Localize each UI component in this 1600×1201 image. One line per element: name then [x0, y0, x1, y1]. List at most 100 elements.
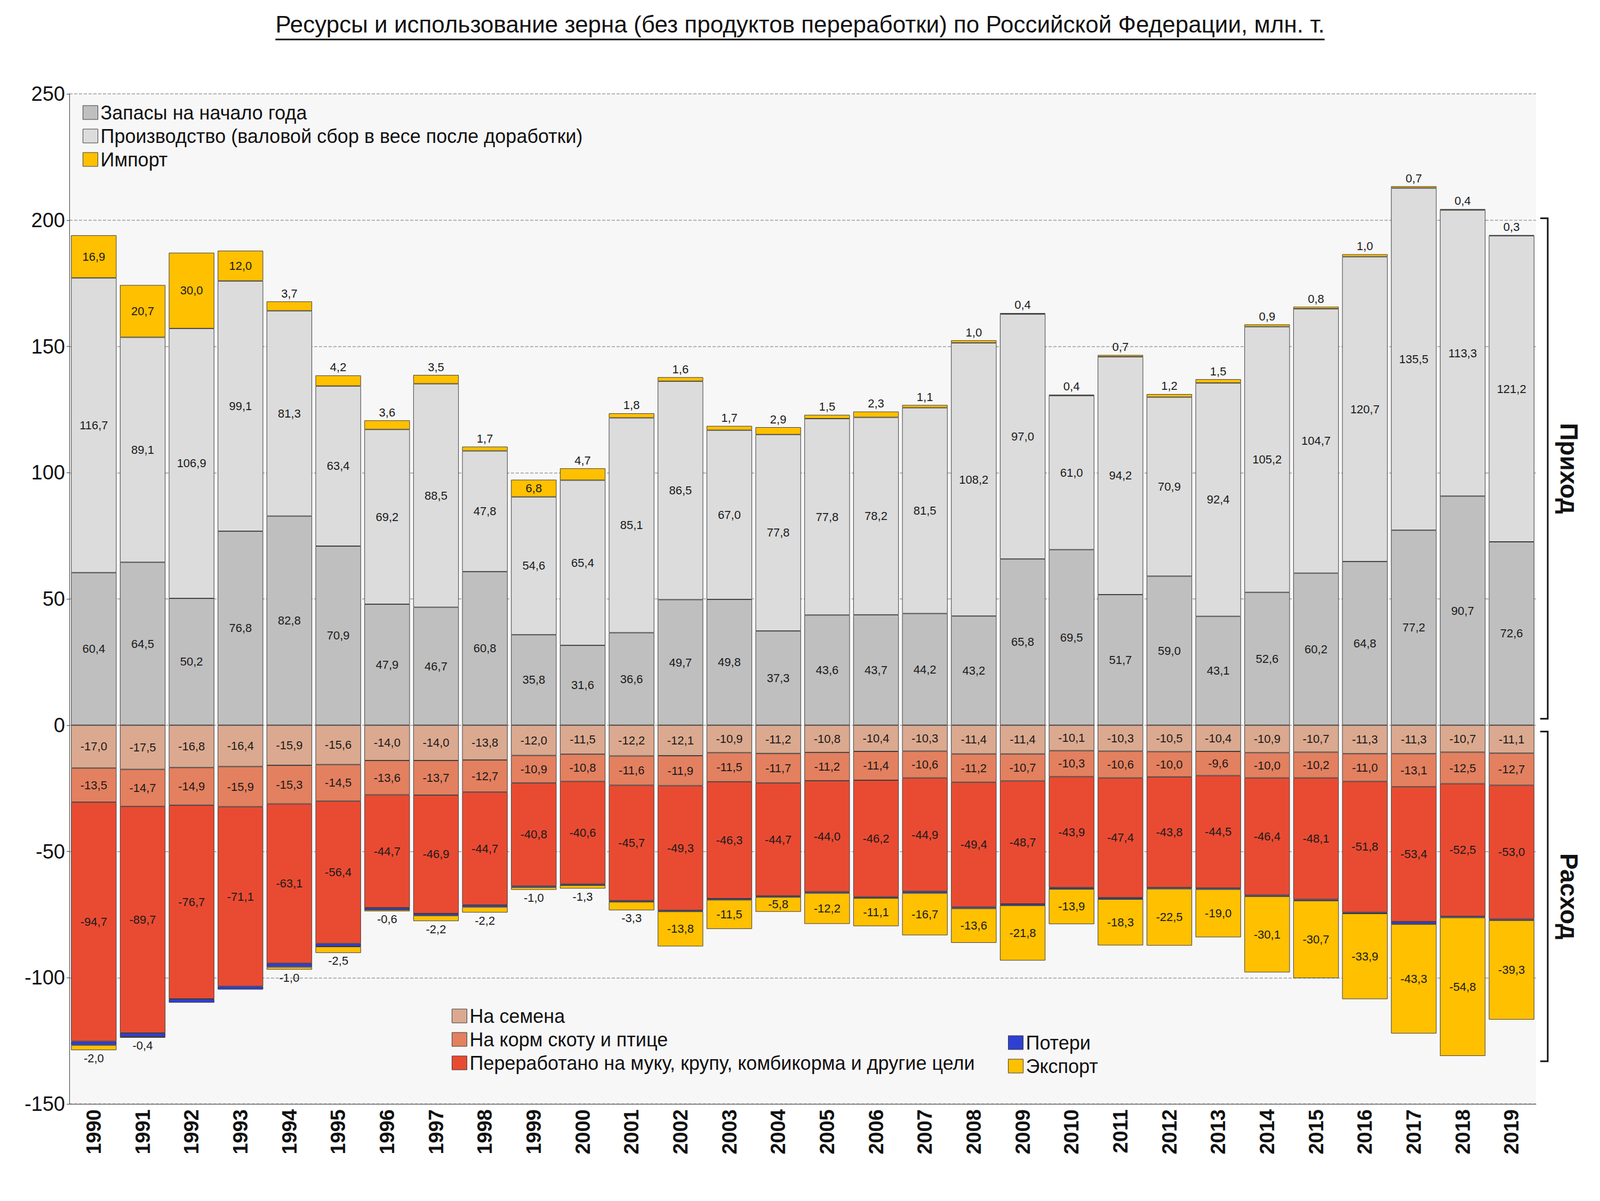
svg-text:-10,8: -10,8	[813, 732, 841, 746]
svg-text:-10,6: -10,6	[1107, 757, 1134, 772]
svg-text:0,3: 0,3	[1503, 220, 1520, 234]
svg-text:2007: 2007	[913, 1109, 936, 1155]
svg-text:78,2: 78,2	[864, 509, 888, 523]
svg-text:61,0: 61,0	[1060, 466, 1084, 480]
svg-text:На семена: На семена	[469, 1005, 566, 1028]
svg-text:49,7: 49,7	[668, 656, 692, 670]
svg-text:1,7: 1,7	[476, 432, 494, 446]
svg-text:-13,1: -13,1	[1400, 763, 1428, 778]
svg-text:-49,3: -49,3	[667, 841, 694, 855]
svg-text:-10,2: -10,2	[1302, 758, 1330, 772]
svg-text:-10,9: -10,9	[715, 732, 743, 746]
svg-text:60,4: 60,4	[82, 642, 106, 656]
svg-text:-11,3: -11,3	[1401, 732, 1428, 747]
svg-text:-16,8: -16,8	[178, 739, 205, 754]
svg-text:-43,3: -43,3	[1400, 972, 1428, 986]
svg-text:43,6: 43,6	[815, 663, 839, 677]
svg-text:-11,5: -11,5	[716, 907, 743, 922]
svg-text:50: 50	[42, 587, 66, 611]
svg-text:43,1: 43,1	[1206, 664, 1230, 678]
svg-text:-10,7: -10,7	[1449, 732, 1476, 746]
svg-text:-12,2: -12,2	[618, 733, 645, 748]
svg-text:-13,6: -13,6	[960, 918, 988, 933]
svg-text:2018: 2018	[1451, 1109, 1475, 1155]
svg-text:-46,4: -46,4	[1253, 829, 1281, 844]
svg-text:-11,2: -11,2	[961, 761, 988, 775]
svg-text:-9,6: -9,6	[1208, 756, 1229, 771]
svg-text:2013: 2013	[1206, 1109, 1230, 1155]
svg-text:60,8: 60,8	[473, 641, 497, 655]
svg-text:-1,0: -1,0	[279, 971, 300, 985]
svg-text:37,3: 37,3	[766, 671, 790, 685]
svg-text:-16,4: -16,4	[227, 739, 254, 753]
svg-text:89,1: 89,1	[131, 443, 155, 457]
svg-text:Потери: Потери	[1026, 1032, 1091, 1054]
svg-text:-15,9: -15,9	[227, 780, 254, 794]
svg-text:36,6: 36,6	[620, 672, 644, 686]
svg-text:Экспорт: Экспорт	[1026, 1055, 1099, 1078]
svg-text:-14,7: -14,7	[129, 781, 156, 795]
svg-text:70,9: 70,9	[326, 628, 350, 643]
svg-text:108,2: 108,2	[958, 473, 989, 487]
svg-text:-11,1: -11,1	[862, 905, 890, 919]
svg-text:0,8: 0,8	[1307, 292, 1325, 306]
svg-text:0,7: 0,7	[1112, 340, 1130, 354]
svg-text:0,4: 0,4	[1454, 194, 1471, 208]
svg-text:-11,0: -11,0	[1352, 761, 1379, 775]
svg-text:69,5: 69,5	[1060, 630, 1084, 645]
svg-text:-10,3: -10,3	[1107, 731, 1134, 746]
svg-text:Производство (валовой сбор в в: Производство (валовой сбор в весе после …	[100, 125, 583, 148]
svg-text:2005: 2005	[816, 1109, 839, 1155]
svg-text:54,6: 54,6	[522, 558, 546, 573]
svg-text:77,8: 77,8	[815, 510, 839, 524]
svg-text:-10,0: -10,0	[1253, 758, 1281, 773]
svg-text:92,4: 92,4	[1206, 492, 1230, 507]
svg-text:2006: 2006	[865, 1109, 888, 1155]
svg-text:Переработано на муку, крупу, к: Переработано на муку, крупу, комбикорма …	[469, 1052, 975, 1075]
svg-text:-14,0: -14,0	[373, 736, 401, 750]
svg-text:69,2: 69,2	[375, 510, 399, 524]
svg-text:0,4: 0,4	[1014, 298, 1031, 312]
svg-text:49,8: 49,8	[717, 655, 741, 669]
svg-text:85,1: 85,1	[620, 518, 644, 532]
svg-text:-45,7: -45,7	[618, 836, 645, 850]
svg-text:-10,8: -10,8	[569, 761, 596, 775]
svg-text:2002: 2002	[669, 1109, 692, 1155]
svg-text:43,7: 43,7	[864, 663, 888, 677]
svg-text:1995: 1995	[326, 1109, 350, 1155]
svg-text:100: 100	[31, 461, 66, 484]
svg-text:-1,3: -1,3	[572, 890, 594, 904]
svg-text:43,2: 43,2	[962, 664, 986, 678]
svg-text:2015: 2015	[1305, 1109, 1328, 1155]
svg-text:-44,5: -44,5	[1204, 825, 1232, 839]
svg-text:76,8: 76,8	[228, 621, 252, 635]
svg-text:2004: 2004	[766, 1109, 790, 1155]
svg-text:1,1: 1,1	[916, 390, 934, 404]
svg-text:2012: 2012	[1158, 1109, 1181, 1155]
svg-text:-150: -150	[24, 1092, 66, 1116]
svg-text:97,0: 97,0	[1011, 429, 1035, 444]
svg-text:-46,3: -46,3	[715, 833, 743, 847]
svg-text:1,7: 1,7	[721, 411, 738, 425]
svg-text:-10,4: -10,4	[1204, 731, 1232, 746]
svg-text:-40,6: -40,6	[569, 826, 596, 840]
svg-text:1,0: 1,0	[1356, 239, 1374, 253]
svg-text:2009: 2009	[1011, 1109, 1035, 1155]
svg-text:1,5: 1,5	[1210, 364, 1227, 379]
svg-text:-46,2: -46,2	[862, 832, 890, 846]
svg-text:120,7: 120,7	[1350, 402, 1380, 416]
svg-text:4,7: 4,7	[574, 453, 591, 468]
svg-text:-11,1: -11,1	[1498, 732, 1525, 747]
svg-text:-17,0: -17,0	[80, 739, 108, 754]
svg-text:2010: 2010	[1060, 1109, 1083, 1155]
svg-text:72,6: 72,6	[1500, 626, 1524, 640]
svg-text:-11,3: -11,3	[1352, 732, 1379, 747]
svg-text:106,9: 106,9	[177, 456, 207, 470]
svg-text:-12,0: -12,0	[520, 733, 548, 748]
svg-text:0,4: 0,4	[1063, 379, 1080, 394]
svg-text:-11,5: -11,5	[716, 760, 743, 774]
svg-text:-44,7: -44,7	[471, 842, 499, 856]
svg-text:2014: 2014	[1256, 1109, 1279, 1155]
svg-text:94,2: 94,2	[1108, 468, 1132, 483]
svg-text:113,3: 113,3	[1448, 346, 1477, 360]
